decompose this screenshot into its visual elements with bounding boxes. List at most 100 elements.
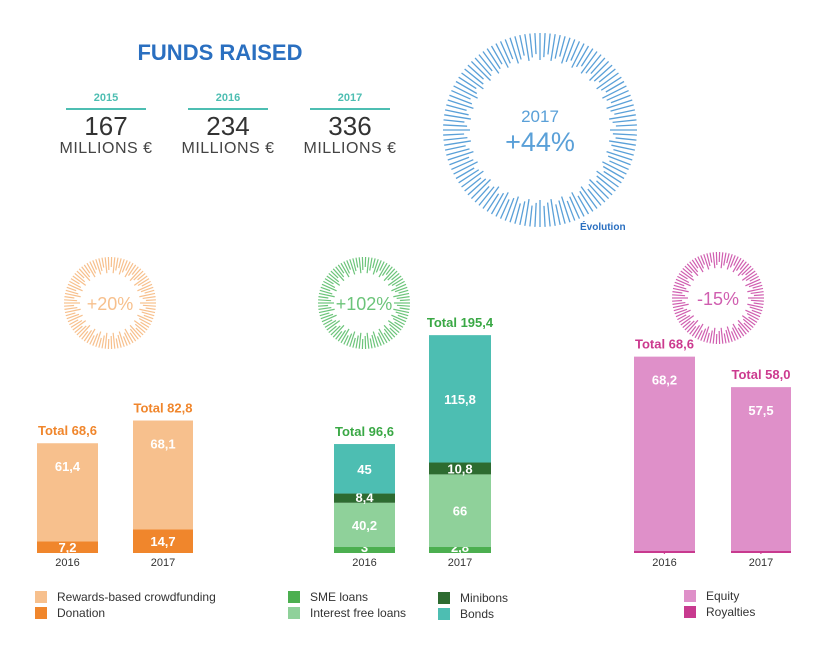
ring-ray	[64, 308, 81, 314]
ring-ray	[83, 264, 91, 274]
ring-ray	[703, 254, 710, 270]
ring-ray	[741, 270, 756, 281]
ring-ray	[449, 156, 470, 166]
ring-ray	[709, 252, 713, 263]
ring-ray	[318, 308, 335, 314]
ring-ray	[514, 203, 521, 224]
evolution-percent: -15%	[697, 289, 739, 309]
ring-ray	[394, 286, 408, 293]
legend-item: Royalties	[684, 604, 755, 620]
ring-ray	[682, 320, 691, 329]
ring-ray	[596, 175, 616, 192]
ring-ray	[474, 57, 492, 77]
ring-ray	[74, 272, 86, 283]
ring-ray	[383, 268, 396, 282]
ring-ray	[335, 330, 343, 340]
legend-middle-2: Minibons Bonds	[438, 590, 508, 622]
evolution-percent: +20%	[87, 294, 134, 314]
category-label: 2016	[352, 557, 376, 569]
ring-ray	[613, 149, 634, 156]
ring-ray	[115, 257, 119, 271]
year-summary-2016: 2016 234 MILLIONS €	[173, 92, 283, 158]
ring-ray	[706, 332, 710, 343]
ring-ray	[589, 60, 610, 81]
ring-ray	[346, 260, 352, 270]
ring-ray	[723, 333, 727, 344]
ring-ray	[78, 268, 91, 282]
ring-ray	[343, 261, 351, 274]
bar-segment	[133, 529, 193, 553]
data-label: 14,7	[150, 534, 175, 549]
ring-ray	[319, 312, 330, 317]
ring-ray	[372, 259, 379, 275]
ring-ray	[737, 327, 745, 337]
ring-ray	[680, 315, 695, 326]
legend-label: Minibons	[460, 591, 509, 605]
ring-ray	[482, 51, 500, 74]
ring-ray	[332, 324, 345, 338]
ring-ray	[672, 301, 686, 305]
ring-ray	[372, 258, 376, 269]
ring-ray	[125, 261, 131, 271]
ring-ray	[674, 308, 688, 315]
category-label: 2016	[652, 557, 676, 569]
ring-ray	[596, 170, 619, 188]
evolution-label: Évolution	[580, 222, 626, 233]
category-label: 2016	[55, 557, 79, 569]
ring-ray	[323, 319, 333, 326]
ring-ray	[596, 72, 619, 90]
bar-segment	[429, 474, 491, 547]
ring-ray	[76, 270, 85, 279]
ring-ray	[565, 39, 576, 63]
year-underline	[66, 108, 146, 110]
ring-ray	[609, 160, 629, 171]
evolution-ring-icon	[64, 257, 156, 349]
ring-ray	[600, 76, 622, 91]
year-unit: MILLIONS €	[59, 140, 153, 157]
ring-ray	[499, 41, 511, 64]
ring-ray	[112, 332, 116, 349]
ring-ray	[733, 256, 739, 266]
ring-ray	[675, 278, 691, 287]
ring-ray	[747, 287, 764, 293]
ring-ray	[391, 278, 404, 287]
data-label: 40,2	[352, 518, 377, 533]
ring-ray	[748, 316, 758, 323]
legend-right: Equity Royalties	[684, 588, 755, 620]
ring-ray	[689, 261, 699, 273]
ring-ray	[615, 137, 637, 141]
legend-item: Rewards-based crowdfunding	[35, 589, 216, 605]
ring-ray	[684, 265, 693, 274]
ring-ray	[104, 332, 108, 349]
category-label: 2017	[749, 557, 773, 569]
ring-ray	[509, 37, 519, 64]
ring-ray	[444, 114, 471, 120]
legend-swatch	[288, 591, 300, 603]
ring-ray	[451, 89, 471, 100]
ring-ray	[614, 109, 636, 115]
legend-item: Equity	[684, 588, 755, 604]
ring-ray	[569, 196, 581, 219]
ring-ray	[383, 332, 391, 342]
ring-ray	[559, 36, 566, 57]
ring-ray	[319, 289, 333, 295]
legend-swatch	[438, 592, 450, 604]
ring-ray	[137, 278, 150, 287]
ring-ray	[524, 199, 530, 226]
ring-ray	[118, 331, 125, 347]
ring-ray	[558, 200, 566, 224]
ring-ray	[89, 335, 95, 345]
ring-ray	[732, 257, 742, 273]
ring-ray	[720, 252, 724, 269]
ring-ray	[519, 34, 525, 56]
total-label: Total 68,6	[635, 337, 694, 352]
ring-ray	[745, 267, 754, 276]
ring-ray	[587, 188, 602, 206]
ring-ray	[729, 255, 736, 268]
ring-ray	[115, 338, 119, 349]
data-label: 45	[357, 462, 371, 477]
ring-ray	[697, 330, 703, 340]
ring-ray	[726, 326, 733, 342]
bar-segment	[334, 444, 395, 494]
ring-ray	[490, 45, 503, 65]
